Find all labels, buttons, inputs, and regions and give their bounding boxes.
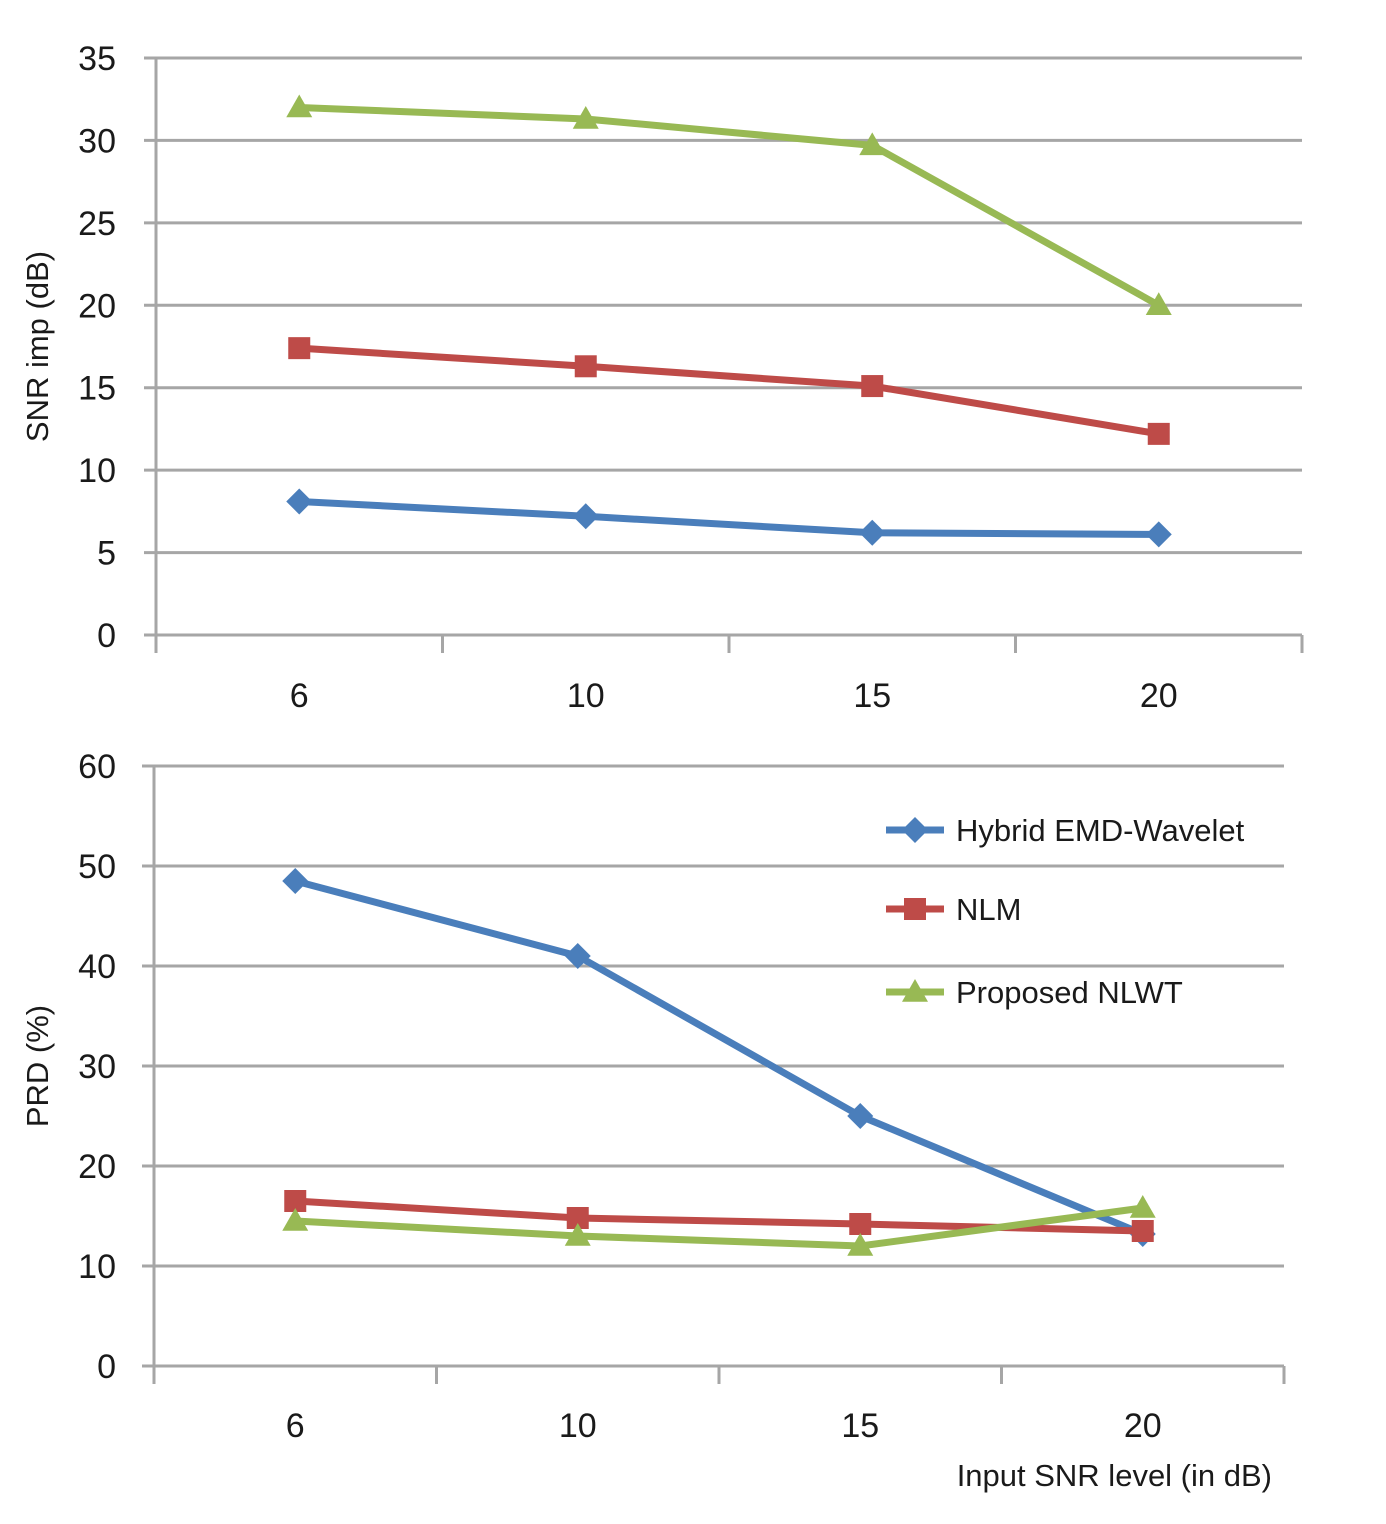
data-point xyxy=(564,1223,591,1246)
y-tick-label: 10 xyxy=(78,1248,116,1286)
data-point xyxy=(1145,292,1172,316)
y-tick-label: 15 xyxy=(78,370,116,408)
y-tick-label: 30 xyxy=(78,1048,116,1086)
x-tick-label: 6 xyxy=(290,677,309,715)
data-point xyxy=(282,1208,309,1231)
x-tick-label: 10 xyxy=(559,1407,597,1445)
data-point xyxy=(564,943,591,969)
data-point xyxy=(1129,1195,1156,1218)
y-tick-label: 20 xyxy=(78,1148,116,1186)
x-tick-label: 15 xyxy=(853,677,891,715)
series-nlm xyxy=(284,1190,1154,1242)
legend-label: Proposed NLWT xyxy=(956,975,1183,1010)
x-tick-label: 6 xyxy=(286,1407,305,1445)
data-point xyxy=(861,375,884,398)
y-tick-label: 60 xyxy=(78,748,116,786)
legend-label: Hybrid EMD-Wavelet xyxy=(956,813,1245,848)
y-tick-label: 0 xyxy=(97,1348,116,1386)
data-point xyxy=(282,868,309,894)
series-line xyxy=(295,344,1163,438)
series-line xyxy=(295,497,1163,538)
legend-item: NLM xyxy=(886,892,1021,927)
data-point xyxy=(566,1207,589,1229)
data-point xyxy=(572,105,599,129)
x-tick-label: 10 xyxy=(567,677,605,715)
y-axis-title: PRD (%) xyxy=(20,1005,55,1127)
legend: Hybrid EMD-Wavelet NLM Proposed NLWT xyxy=(886,813,1245,1010)
data-point xyxy=(859,519,886,546)
data-point xyxy=(1131,1220,1154,1242)
series-line xyxy=(291,877,1147,1238)
series-proposed-nlwt xyxy=(286,94,1172,316)
series-line xyxy=(295,103,1163,309)
snr-improvement-chart: 0 5 10 15 20 25 30 35 6 10 15 20 SNR imp (dB) xyxy=(20,40,1304,715)
legend-item: Hybrid EMD-Wavelet xyxy=(886,813,1245,848)
x-axis-title: Input SNR level (in dB) xyxy=(957,1458,1272,1493)
data-point xyxy=(286,94,313,118)
legend-item: Proposed NLWT xyxy=(886,975,1183,1010)
data-point xyxy=(574,355,597,378)
y-tick-label: 25 xyxy=(78,205,116,243)
y-tick-label: 35 xyxy=(78,40,116,78)
y-tick-label: 20 xyxy=(78,287,116,325)
prd-chart: 0 10 20 30 40 50 60 6 10 15 20 PRD (%) Input SNR lev… xyxy=(20,748,1286,1493)
x-tick-label: 15 xyxy=(841,1407,879,1445)
legend-marker xyxy=(904,898,926,920)
data-point xyxy=(288,337,311,360)
series-line xyxy=(291,1204,1147,1250)
y-tick-label: 50 xyxy=(78,848,116,886)
data-point xyxy=(847,1103,874,1129)
data-point xyxy=(1147,422,1170,445)
legend-marker xyxy=(902,979,928,1002)
data-point xyxy=(1145,521,1172,548)
data-point xyxy=(572,503,599,530)
series-nlm xyxy=(288,337,1170,445)
x-tick-label: 20 xyxy=(1124,1407,1162,1445)
y-tick-label: 30 xyxy=(78,122,116,160)
y-tick-label: 5 xyxy=(97,535,116,573)
series-hybrid-emd-wavelet xyxy=(286,488,1172,548)
data-point xyxy=(286,488,313,515)
data-point xyxy=(284,1190,307,1212)
series-hybrid-emd-wavelet xyxy=(282,868,1156,1247)
legend-label: NLM xyxy=(956,892,1021,927)
y-tick-label: 0 xyxy=(97,617,116,655)
y-tick-label: 10 xyxy=(78,452,116,490)
legend-marker xyxy=(902,817,928,843)
y-tick-label: 40 xyxy=(78,948,116,986)
data-point xyxy=(847,1233,874,1256)
x-tick-label: 20 xyxy=(1140,677,1178,715)
series-proposed-nlwt xyxy=(282,1195,1156,1256)
data-point xyxy=(849,1213,872,1235)
data-point xyxy=(859,132,886,156)
y-axis-title: SNR imp (dB) xyxy=(20,251,55,442)
